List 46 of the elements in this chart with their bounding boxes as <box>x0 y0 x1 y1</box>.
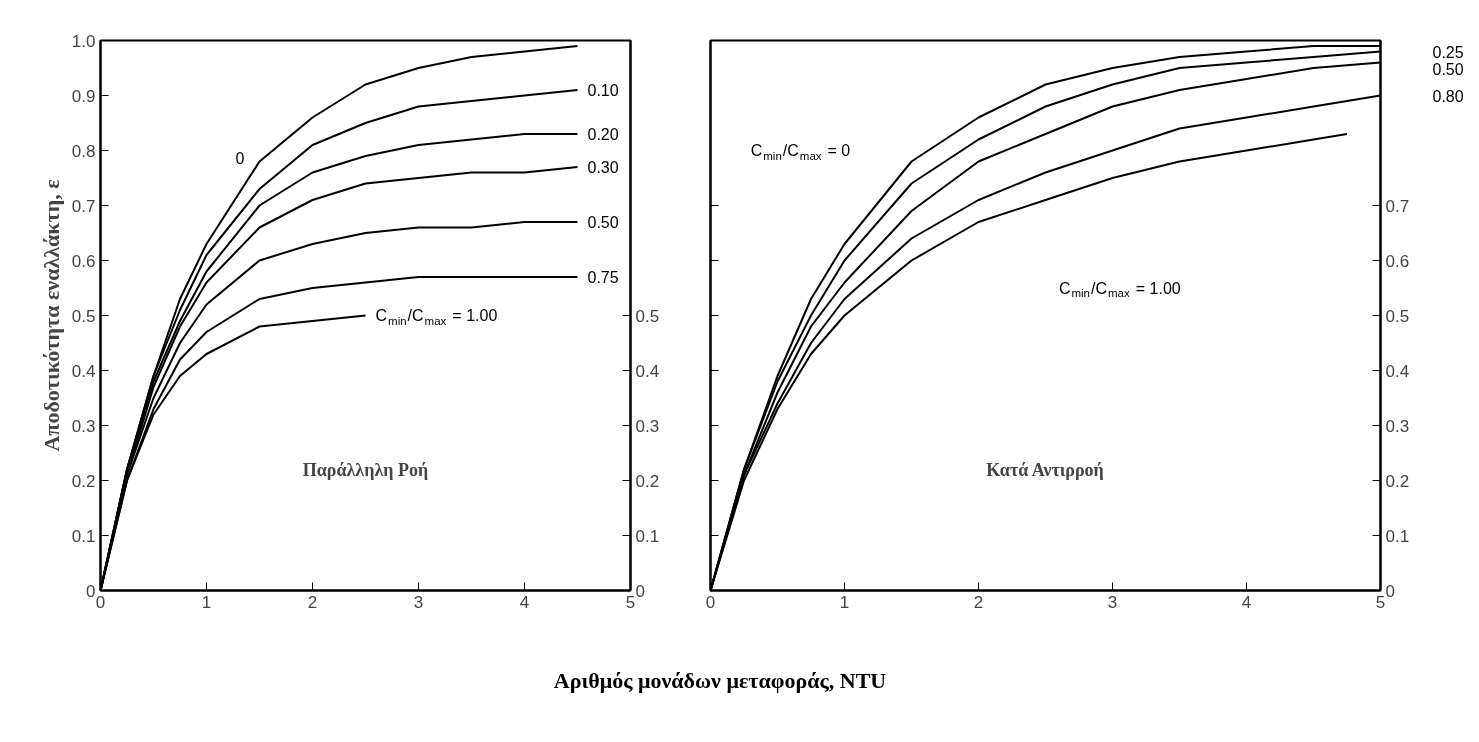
series-label: 0.50 <box>587 214 619 231</box>
annotation: Κατά Αντιρροή <box>986 459 1104 480</box>
x-tick-label: 3 <box>1107 592 1118 612</box>
y-tick-label: 0.7 <box>71 196 96 216</box>
y-tick-label: 0.5 <box>71 306 96 326</box>
y2-tick-label: 0.1 <box>1385 526 1410 546</box>
y2-tick-label: 0.3 <box>635 416 660 436</box>
y-tick-label: 0.2 <box>71 471 96 491</box>
x-tick-label: 4 <box>519 592 530 612</box>
x-tick-label: 5 <box>625 592 636 612</box>
series-label: 0.20 <box>587 126 619 143</box>
y-axis-title: Αποδοτικότητα εναλλάκτη, ε <box>38 179 64 452</box>
y2-tick-label: 0.4 <box>1385 361 1410 381</box>
annotation: 0 <box>235 149 245 167</box>
series-label: 0.10 <box>587 82 619 99</box>
x-tick-label: 1 <box>839 592 850 612</box>
y-tick-label: 0.6 <box>71 251 96 271</box>
y-tick-label: 0.8 <box>71 141 96 161</box>
x-tick-label: 3 <box>413 592 424 612</box>
y-tick-label: 0.1 <box>71 526 96 546</box>
y-tick-label: 0.9 <box>71 86 96 106</box>
x-tick-label: 5 <box>1375 592 1386 612</box>
series-label: 0.30 <box>587 159 619 176</box>
x-tick-label: 1 <box>201 592 212 612</box>
x-tick-label: 4 <box>1241 592 1252 612</box>
text: 0.80 <box>1432 87 1464 105</box>
y2-tick-label: 0.5 <box>635 306 660 326</box>
x-tick-label: 0 <box>705 592 716 612</box>
x-tick-label: 2 <box>307 592 318 612</box>
y2-tick-label: 0.2 <box>635 471 660 491</box>
y-tick-label: 0.4 <box>71 361 96 381</box>
y2-tick-label: 0.7 <box>1385 196 1410 216</box>
annotation: Παράλληλη Ροή <box>302 459 429 480</box>
y2-tick-label: 0.6 <box>1385 251 1410 271</box>
x-tick-label: 2 <box>973 592 984 612</box>
y-tick-label: 1.0 <box>71 31 96 51</box>
y2-tick-label: 0.5 <box>1385 306 1410 326</box>
y-tick-label: 0.3 <box>71 416 96 436</box>
x-axis-title: Αριθμός μονάδων μεταφοράς, NTU <box>553 667 887 695</box>
y2-tick-label: 0.1 <box>635 526 660 546</box>
y2-tick-label: 0.4 <box>635 361 660 381</box>
y2-tick-label: 0.2 <box>1385 471 1410 491</box>
y2-tick-label: 0.3 <box>1385 416 1410 436</box>
series-label: 0.75 <box>587 269 619 286</box>
text: 0.25 <box>1432 43 1464 61</box>
text: 0.50 <box>1432 60 1464 78</box>
